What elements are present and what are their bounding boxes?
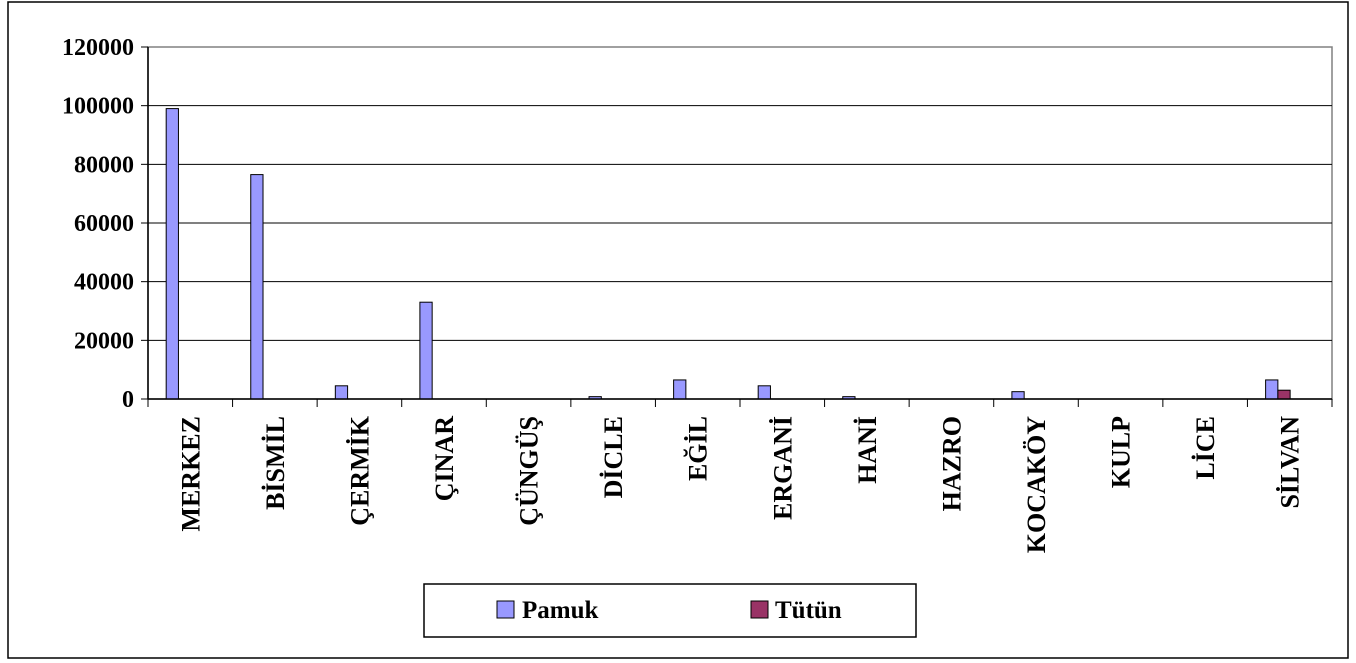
legend-swatch-tutun [750, 600, 769, 619]
y-tick-label: 60000 [74, 211, 134, 237]
bar-pamuk-2 [334, 385, 349, 400]
x-category-label: BİSMİL [261, 416, 290, 510]
x-category-label: EĞİL [684, 416, 713, 481]
y-tick-label: 80000 [74, 152, 134, 178]
x-category-labels: MERKEZ BİSMİL ÇERMİK ÇINAR ÇÜNGÜŞ DİCLE EĞİL ER… [176, 415, 1304, 553]
gridlines [141, 46, 1332, 400]
legend: Pamuk Tütün [423, 583, 917, 638]
y-tick-label: 100000 [62, 94, 134, 120]
y-tick-label: 120000 [62, 35, 134, 61]
x-category-label: SİLVAN [1276, 416, 1305, 509]
x-category-label: HAZRO [937, 416, 966, 511]
x-category-label: ERGANİ [768, 416, 797, 520]
axes [147, 47, 1333, 407]
bar-tütün-13 [1277, 389, 1291, 400]
bar-pamuk-0 [165, 108, 179, 400]
x-category-label: DİCLE [599, 416, 628, 498]
bar-pamuk-6 [673, 379, 687, 400]
y-tick-label: 0 [122, 387, 134, 413]
legend-label-tutun: Tütün [775, 597, 842, 624]
x-category-label: ÇINAR [430, 416, 459, 501]
x-category-label: ÇÜNGÜŞ [515, 416, 544, 526]
x-category-label: MERKEZ [176, 416, 205, 532]
x-category-label: HANİ [853, 416, 882, 484]
bar-pamuk-1 [250, 174, 264, 400]
bars [165, 108, 1291, 400]
legend-swatch-pamuk [496, 600, 515, 619]
bar-pamuk-7 [757, 385, 771, 400]
x-category-label: KOCAKÖY [1022, 416, 1051, 553]
x-category-label: LİCE [1191, 416, 1220, 480]
bar-pamuk-3 [419, 301, 433, 400]
bar-pamuk-13 [1265, 379, 1279, 400]
legend-label-pamuk: Pamuk [522, 597, 599, 624]
x-category-label: ÇERMİK [345, 415, 374, 526]
x-category-label: KULP [1107, 416, 1136, 488]
y-tick-label: 20000 [74, 328, 134, 354]
y-tick-label: 40000 [74, 270, 134, 296]
bar-pamuk-10 [1011, 391, 1025, 400]
y-tick-labels: 0 20000 40000 60000 80000 100000 120000 [62, 35, 134, 413]
